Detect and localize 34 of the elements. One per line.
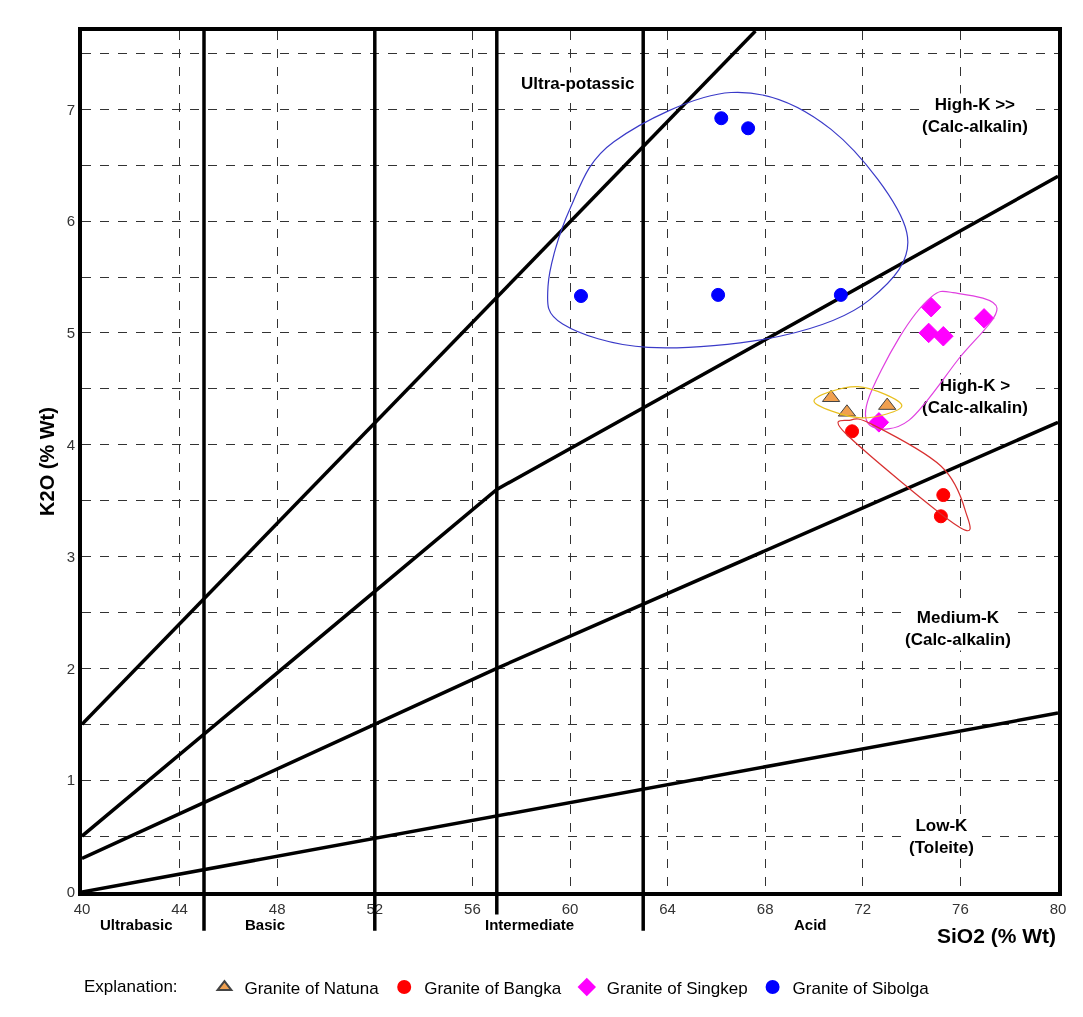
x-tick-label: 40	[73, 900, 91, 917]
x-tick-label: 56	[464, 900, 481, 917]
annotation: Low-K (Toleite)	[909, 816, 974, 858]
x-tick-label: 68	[756, 900, 774, 917]
legend-label: Granite of Sibolga	[792, 978, 930, 998]
text: Ultrabasic	[100, 916, 173, 933]
x-tick-label: 44	[171, 900, 188, 917]
y-tick-label: 6	[66, 212, 75, 230]
x-tick-label: 48	[268, 900, 286, 917]
x-tick-label: 60	[561, 900, 579, 917]
y-tick-label: 3	[66, 547, 75, 565]
y-axis-title: K2O (% Wt)	[35, 407, 58, 516]
annotation: High-K > (Calc-alkalin)	[922, 376, 1028, 418]
x-axis-title: SiO2 (% Wt)	[937, 924, 1056, 947]
legend-label: Granite of Singkep	[606, 978, 748, 998]
y-tick-label: 4	[66, 435, 75, 453]
y-tick-label: 5	[66, 324, 75, 342]
x-tick-label: 72	[854, 900, 872, 917]
x-tick-label: 64	[659, 900, 676, 917]
text: Acid	[794, 916, 827, 933]
annotation: Ultra-potassic	[521, 74, 635, 93]
text: Basic	[245, 916, 286, 933]
y-tick-label: 1	[66, 771, 75, 789]
annotation: High-K >> (Calc-alkalin)	[922, 95, 1028, 137]
annotation: Medium-K (Calc-alkalin)	[905, 608, 1011, 650]
x-tick-label: 76	[952, 900, 969, 917]
y-tick-label: 0	[66, 883, 75, 901]
x-tick-label: 80	[1049, 900, 1067, 917]
text: Intermediate	[485, 916, 575, 933]
legend-label: Granite of Bangka	[424, 978, 562, 998]
legend-label: Granite of Natuna	[244, 978, 380, 998]
legend-title: Explanation:	[84, 976, 197, 996]
y-tick-label: 7	[66, 100, 75, 118]
y-tick-label: 2	[66, 659, 75, 677]
